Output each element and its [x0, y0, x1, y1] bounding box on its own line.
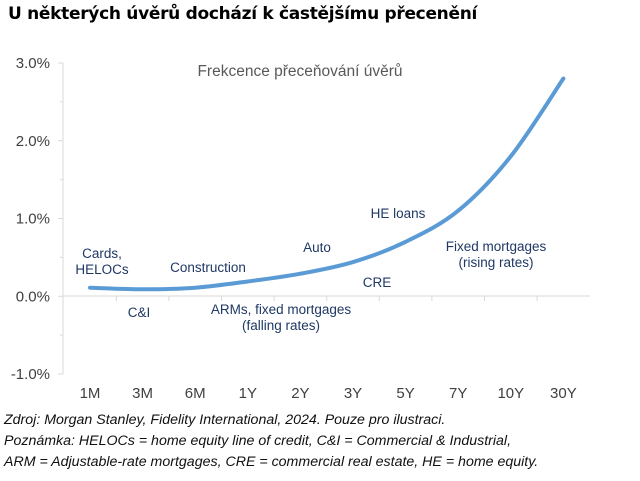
annotation-label: Cards, HELOCs	[75, 246, 129, 277]
y-tick-label: 1.0%	[16, 211, 50, 228]
annotation-label: C&I	[128, 305, 151, 320]
x-tick-label: 1M	[80, 385, 101, 402]
abbreviation-note: ARM = Adjustable-rate mortgages, CRE = c…	[4, 454, 539, 470]
annotation-label: ARMs, fixed mortgages (falling rates)	[211, 302, 352, 333]
annotation-label: Auto	[303, 240, 331, 255]
annotation-label: CRE	[363, 275, 392, 290]
annotation-line: C&I	[128, 305, 151, 320]
annotation-line: Construction	[170, 260, 246, 275]
annotation-label: Fixed mortgages (rising rates)	[446, 239, 547, 270]
y-tick-label: -1.0%	[11, 366, 50, 383]
x-tick-label: 3Y	[344, 385, 362, 402]
abbreviation-note: Poznámka: HELOCs = home equity line of c…	[4, 433, 512, 449]
x-tick-label: 7Y	[449, 385, 467, 402]
annotation-line: ARMs, fixed mortgages	[211, 302, 352, 317]
source-note: Zdroj: Morgan Stanley, Fidelity Internat…	[4, 412, 446, 428]
repricing-frequency-chart: Frekcence přeceňování úvěrů 3.0% 2.0% 1.0%…	[11, 55, 590, 402]
x-tick-label: 3M	[132, 385, 153, 402]
chart-title: Frekcence přeceňování úvěrů	[197, 63, 402, 80]
x-tick-label: 30Y	[550, 385, 577, 402]
annotation-line: Fixed mortgages	[446, 239, 547, 254]
annotation-line: Cards,	[82, 246, 122, 261]
annotation-line: HELOCs	[75, 262, 129, 277]
y-tick-label: 3.0%	[16, 55, 50, 72]
x-tick-label: 6M	[185, 385, 206, 402]
page-heading: U některých úvěrů dochází k častějšímu p…	[8, 4, 478, 24]
x-tick-label: 5Y	[396, 385, 414, 402]
annotation-line: (rising rates)	[458, 255, 533, 270]
annotation-line: Auto	[303, 240, 331, 255]
x-tick-label: 1Y	[239, 385, 257, 402]
annotation-label: HE loans	[371, 206, 426, 221]
annotation-label: Construction	[170, 260, 246, 275]
series-line	[88, 76, 566, 292]
annotation-line: HE loans	[371, 206, 426, 221]
annotation-line: CRE	[363, 275, 392, 290]
source-notes: Zdroj: Morgan Stanley, Fidelity Internat…	[4, 410, 538, 473]
y-tick-label: 0.0%	[16, 288, 50, 305]
x-tick-label: 10Y	[497, 385, 524, 402]
x-tick-label: 2Y	[291, 385, 309, 402]
y-tick-label: 2.0%	[16, 133, 50, 150]
annotation-line: (falling rates)	[242, 318, 320, 333]
